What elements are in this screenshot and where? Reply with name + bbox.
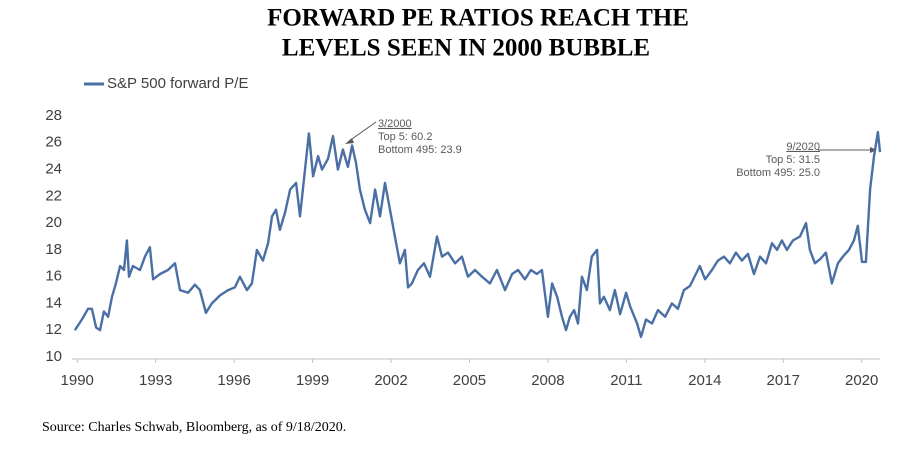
x-tick-label: 1996 [217, 372, 250, 389]
y-tick-label: 18 [45, 241, 62, 258]
annotation: Top 5: 31.5 [766, 154, 820, 166]
annotation-arrow [348, 121, 377, 142]
chart-title: FORWARD PE RATIOS REACH THE [267, 5, 689, 32]
y-tick-label: 14 [45, 294, 62, 311]
y-tick-label: 12 [45, 321, 62, 338]
x-tick-label: 2014 [688, 372, 721, 389]
annotation: Bottom 495: 23.9 [378, 144, 462, 156]
annotation: Top 5: 60.2 [378, 131, 432, 143]
annotation-arrowhead [345, 138, 354, 144]
y-tick-label: 16 [45, 268, 62, 285]
x-tick-label: 1993 [139, 372, 172, 389]
y-tick-label: 24 [45, 161, 62, 178]
annotation: 9/2020 [786, 141, 820, 153]
x-tick-label: 2005 [453, 372, 486, 389]
legend-label: S&P 500 forward P/E [107, 75, 248, 92]
x-tick-label: 2017 [767, 372, 800, 389]
y-tick-label: 22 [45, 187, 62, 204]
y-tick-label: 28 [45, 107, 62, 124]
y-tick-label: 20 [45, 214, 62, 231]
x-tick-label: 2020 [845, 372, 878, 389]
annotation: Bottom 495: 25.0 [736, 167, 820, 179]
x-tick-label: 2008 [531, 372, 564, 389]
x-tick-label: 1999 [296, 372, 329, 389]
x-tick-label: 1990 [61, 372, 94, 389]
x-tick-label: 2011 [610, 372, 642, 389]
x-tick-label: 2002 [374, 372, 407, 389]
annotation: 3/2000 [378, 118, 412, 130]
y-tick-label: 26 [45, 134, 62, 151]
source: Source: Charles Schwab, Bloomberg, as of… [42, 420, 346, 435]
annotation-arrowhead [870, 147, 877, 153]
y-tick-label: 10 [45, 348, 62, 365]
series-line [73, 130, 882, 339]
chart-title: LEVELS SEEN IN 2000 BUBBLE [282, 35, 650, 62]
